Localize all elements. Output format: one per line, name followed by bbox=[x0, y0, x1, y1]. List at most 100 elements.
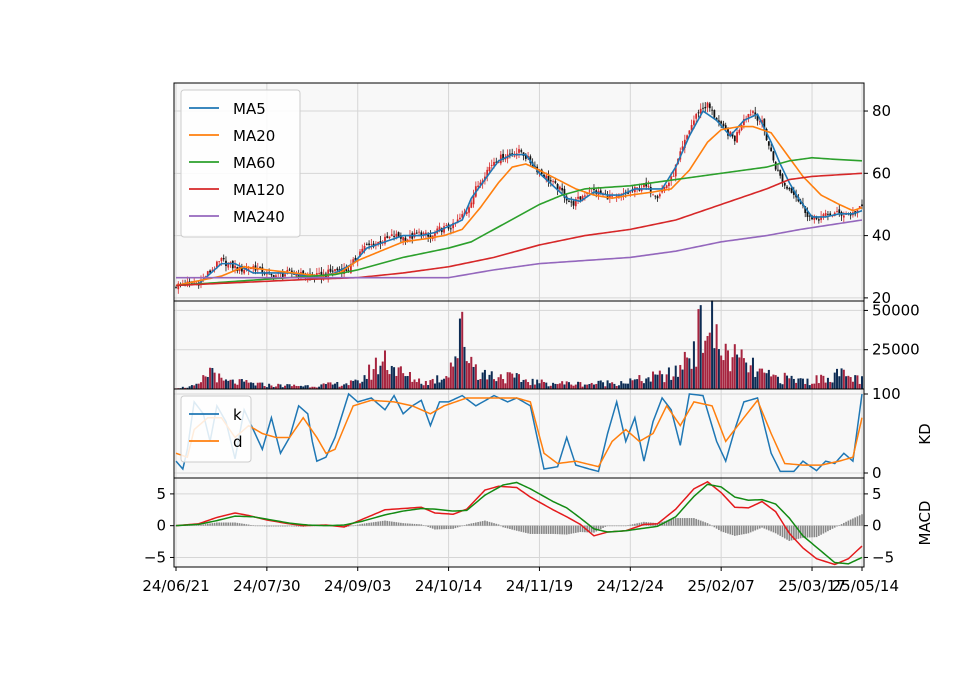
volume-bar bbox=[320, 384, 323, 389]
candle-body bbox=[363, 246, 366, 251]
macd-histogram-bar bbox=[745, 525, 747, 534]
volume-bar bbox=[290, 386, 293, 389]
volume-bar bbox=[413, 379, 416, 389]
macd-histogram-bar bbox=[418, 524, 420, 526]
macd-histogram-bar bbox=[440, 525, 443, 530]
candle-body bbox=[699, 108, 702, 114]
macd-histogram-bar bbox=[808, 525, 811, 538]
candle-body bbox=[717, 120, 720, 123]
candle-body bbox=[547, 175, 550, 182]
macd-histogram-bar bbox=[597, 525, 600, 531]
volume-bar bbox=[388, 374, 391, 389]
macd-histogram-bar bbox=[724, 525, 727, 533]
candle-body bbox=[645, 182, 648, 187]
candle-body bbox=[668, 182, 670, 187]
volume-bar bbox=[774, 375, 777, 389]
volume-bar bbox=[479, 379, 482, 389]
macd-histogram-bar bbox=[490, 522, 493, 526]
candle-body bbox=[281, 271, 284, 277]
volume-bar bbox=[838, 376, 841, 389]
volume-bar bbox=[856, 375, 859, 389]
volume-bar bbox=[322, 383, 325, 389]
volume-bar bbox=[767, 369, 770, 389]
candle-body bbox=[220, 258, 223, 262]
macd-histogram-bar bbox=[259, 525, 261, 527]
volume-bar bbox=[243, 381, 246, 389]
volume-bar bbox=[581, 386, 584, 389]
macd-histogram-bar bbox=[858, 515, 861, 526]
macd-histogram-bar bbox=[247, 524, 250, 526]
candle-body bbox=[690, 125, 693, 131]
candle-body bbox=[188, 281, 191, 283]
candle-body bbox=[770, 147, 773, 152]
volume-bar bbox=[845, 376, 848, 389]
macd-histogram-bar bbox=[472, 522, 475, 526]
candle-body bbox=[422, 232, 425, 234]
macd-histogram-bar bbox=[686, 518, 688, 526]
candle-body bbox=[643, 183, 645, 188]
date-axis: 24/06/21 24/07/30 24/09/03 24/10/14 24/11/19… bbox=[142, 567, 899, 595]
candle-body bbox=[552, 180, 554, 182]
volume-bar bbox=[224, 379, 227, 389]
volume-bar bbox=[672, 376, 675, 389]
volume-bar bbox=[801, 378, 804, 389]
price-legend-box bbox=[180, 89, 301, 238]
volume-bar bbox=[640, 381, 643, 389]
macd-histogram-bar bbox=[204, 524, 207, 526]
macd-histogram-bar bbox=[774, 525, 777, 534]
macd-histogram-bar bbox=[579, 525, 582, 533]
macd-histogram-bar bbox=[770, 525, 772, 532]
volume-bar bbox=[395, 375, 398, 389]
candle-body bbox=[786, 186, 788, 189]
macd-histogram-bar bbox=[400, 522, 402, 526]
macd-histogram-bar bbox=[843, 522, 845, 526]
candle-body bbox=[579, 196, 582, 200]
price-axis-tick-label: 60 bbox=[872, 164, 891, 182]
macd-histogram-bar bbox=[200, 524, 202, 526]
volume-bar bbox=[788, 378, 791, 389]
macd-histogram-bar bbox=[729, 525, 732, 535]
macd-histogram-bar bbox=[350, 525, 352, 527]
macd-histogram-bar bbox=[738, 525, 741, 536]
macd-histogram-bar bbox=[481, 521, 484, 526]
volume-bar bbox=[556, 384, 559, 389]
candle-body bbox=[424, 232, 427, 235]
volume-bar bbox=[202, 375, 205, 389]
volume-bar bbox=[724, 343, 727, 389]
candle-body bbox=[284, 274, 286, 277]
candle-body bbox=[656, 196, 659, 199]
volume-bar bbox=[572, 385, 575, 389]
volume-bar bbox=[588, 384, 591, 389]
macd-histogram-bar bbox=[833, 525, 836, 528]
macd-histogram-bar bbox=[207, 523, 209, 526]
volume-bar bbox=[190, 385, 193, 389]
volume-bar bbox=[761, 368, 764, 389]
macd-histogram-bar bbox=[384, 520, 386, 526]
macd-histogram-bar bbox=[743, 525, 745, 535]
candle-body bbox=[663, 187, 666, 192]
candle-body bbox=[495, 161, 498, 163]
macd-histogram-bar bbox=[629, 524, 632, 526]
candle-body bbox=[792, 191, 795, 195]
candle-body bbox=[415, 232, 418, 234]
volume-bar bbox=[329, 382, 332, 389]
volume-bar bbox=[472, 366, 475, 389]
volume-bar bbox=[577, 381, 580, 389]
macd-histogram-bar bbox=[377, 521, 379, 526]
candle-body bbox=[497, 161, 500, 163]
macd-histogram-bar bbox=[456, 525, 459, 528]
volume-bar bbox=[474, 364, 477, 389]
candle-body bbox=[618, 195, 620, 197]
candle-body bbox=[570, 201, 573, 203]
candle-body bbox=[804, 206, 807, 213]
volume-bar bbox=[490, 371, 493, 389]
macd-histogram-bar bbox=[354, 525, 357, 526]
volume-bar bbox=[627, 383, 630, 389]
volume-bar bbox=[738, 357, 741, 389]
volume-bar bbox=[720, 355, 723, 389]
candle-body bbox=[350, 264, 352, 273]
candle-body bbox=[234, 265, 236, 268]
volume-bar bbox=[511, 373, 514, 389]
volume-bar bbox=[247, 382, 250, 389]
macd-histogram-bar bbox=[231, 522, 234, 526]
